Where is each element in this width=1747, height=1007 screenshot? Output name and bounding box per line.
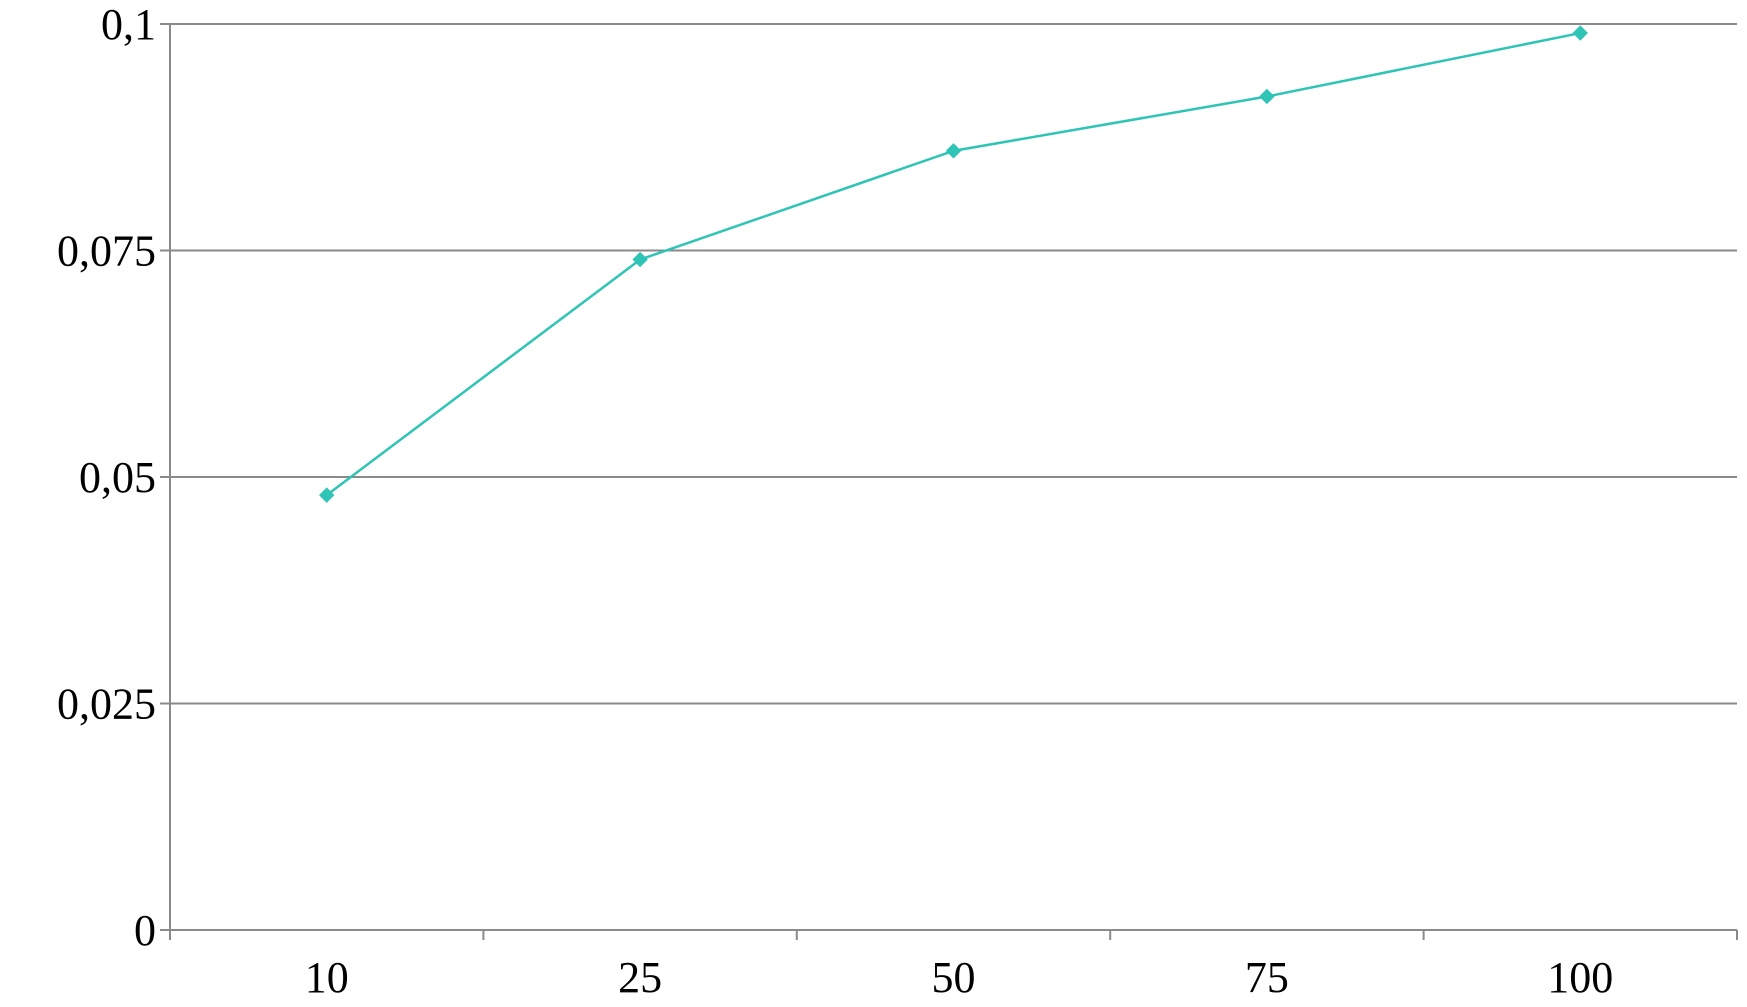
y-tick-label: 0,05 xyxy=(79,453,156,502)
y-tick-label: 0,025 xyxy=(57,680,156,729)
y-tick-label: 0,1 xyxy=(101,0,156,49)
series-line xyxy=(325,31,1581,497)
data-point xyxy=(1572,25,1589,41)
gridlines xyxy=(170,23,1737,705)
axes xyxy=(160,23,1738,940)
x-tick-label: 75 xyxy=(1245,953,1289,1002)
x-tick-label: 10 xyxy=(305,953,349,1002)
y-tick-label: 0 xyxy=(134,906,156,955)
data-point xyxy=(945,143,962,159)
series xyxy=(318,25,1589,503)
data-point xyxy=(1259,88,1275,105)
tick-labels: 0 0,025 0,05 0,075 0,1 10 25 50 75 100 xyxy=(57,0,1613,1002)
data-point xyxy=(318,487,335,503)
x-tick-label: 25 xyxy=(618,953,662,1002)
x-tick-label: 50 xyxy=(932,953,976,1002)
x-tick-label: 100 xyxy=(1547,953,1613,1002)
y-tick-label: 0,075 xyxy=(57,227,156,276)
data-point xyxy=(632,251,648,268)
